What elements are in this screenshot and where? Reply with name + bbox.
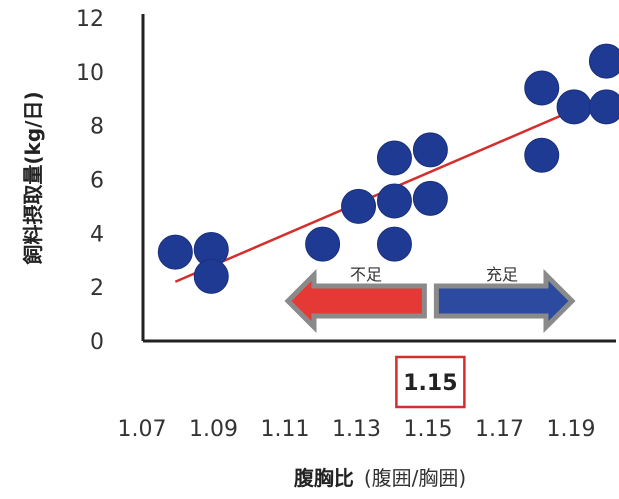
y-tick-label: 6 [90,169,104,194]
y-axis-label: 飼料摂取量(kg/日) [21,91,45,265]
tick-labels: 0 2 4 6 8 10 12 1.07 1.09 1.11 1.13 1.15 1.17 1.19 [76,7,595,442]
x-tick-label: 1.19 [547,417,596,442]
x-tick-label: 1.09 [189,417,238,442]
threshold-highlight-box [395,355,466,409]
sufficient-label: 充足 [486,265,518,284]
y-tick-label: 12 [76,7,104,32]
data-point [157,234,193,270]
x-tick-label: 1.15 [404,417,453,442]
x-tick-label: 1.11 [261,417,310,442]
y-tick-label: 0 [90,330,104,355]
data-point [588,89,619,125]
insufficient-arrow [284,268,427,334]
points-group [157,43,619,294]
threshold-value-label: 1.15 [403,371,457,396]
arrows-group: 不足 充足 [284,265,576,334]
data-point [588,43,619,79]
y-tick-label: 2 [90,276,104,301]
data-point [556,89,592,125]
axis-labels: 1.15 飼料摂取量(kg/日) 腹胸比 (腹囲/胸囲) [21,91,466,490]
data-point [341,188,377,224]
y-tick-label: 8 [90,115,104,140]
x-tick-label: 1.13 [332,417,381,442]
data-point [305,226,341,262]
data-point [193,258,229,294]
axes [141,14,616,343]
data-point [524,137,560,173]
x-axis-label-main: 腹胸比 [294,466,354,490]
data-point [376,226,412,262]
x-tick-label: 1.17 [475,417,524,442]
sufficient-arrow [433,268,576,334]
data-point [376,183,412,219]
x-tick-label: 1.07 [118,417,167,442]
x-axis-label-sub: (腹囲/胸囲) [364,466,466,490]
insufficient-label: 不足 [350,265,382,284]
data-point [524,70,560,106]
data-point [376,140,412,176]
y-tick-label: 10 [76,61,104,86]
y-tick-label: 4 [90,222,104,247]
x-axis-label: 腹胸比 (腹囲/胸囲) [294,466,466,490]
data-point [412,132,448,168]
data-point [412,180,448,216]
